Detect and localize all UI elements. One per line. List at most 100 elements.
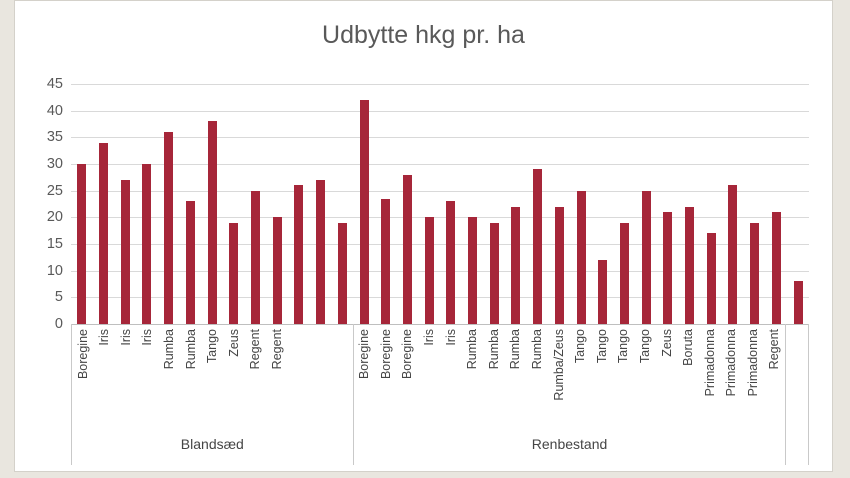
bar	[619, 222, 629, 324]
category-label: Primadonna	[724, 329, 739, 397]
bar-group	[353, 84, 787, 324]
category-label-slot: Rumba	[505, 324, 527, 428]
group-label	[786, 428, 808, 465]
category-label-slot: Regent	[245, 324, 267, 428]
category-labels-row	[786, 324, 808, 428]
category-label: Tango	[205, 329, 220, 364]
bar-slot	[549, 84, 571, 324]
category-label-slot: Rumba	[180, 324, 202, 428]
x-axis-category-area: Boregine Iris Iris Iris Rumba Rumba Tango Zeus R…	[71, 324, 809, 465]
bar-slot	[114, 84, 136, 324]
category-label-slot: Tango	[634, 324, 656, 428]
category-label-slot: Primadonna	[742, 324, 764, 428]
category-label: Rumba	[465, 329, 480, 370]
category-label: Boregine	[357, 329, 372, 380]
category-label-slot: Iris	[440, 324, 462, 428]
y-axis-tick-label: 15	[46, 236, 63, 252]
y-axis-tick-label: 45	[46, 76, 63, 92]
gridline	[71, 297, 809, 299]
bar	[142, 164, 152, 324]
bar	[446, 201, 456, 324]
category-label-slot: Boregine	[375, 324, 397, 428]
category-label: Tango	[616, 329, 631, 364]
bar	[728, 185, 738, 324]
category-group: Boregine Boregine Boregine Iris Iris Rumba Rum…	[354, 324, 787, 465]
bar-slot	[787, 84, 809, 324]
category-labels-row: Boregine Boregine Boregine Iris Iris Rumba Rum…	[354, 324, 786, 428]
bar-slot	[570, 84, 592, 324]
y-axis-tick-label: 35	[46, 129, 63, 146]
category-label-slot: Iris	[94, 324, 116, 428]
chart-window[interactable]: Udbytte hkg pr. ha 45 40 35 30 25 20 15 10 5 0 Bo…	[14, 0, 833, 472]
bar-slot	[93, 84, 115, 324]
bar	[272, 217, 282, 324]
category-label: Regent	[767, 329, 782, 370]
y-axis-tick-label: 40	[46, 102, 63, 119]
category-label-slot: Zeus	[223, 324, 245, 428]
category-label: Iris	[140, 329, 155, 346]
category-label: Boregine	[75, 329, 90, 380]
bar-slot	[353, 84, 375, 324]
bar-slot	[505, 84, 527, 324]
category-label-slot	[786, 324, 808, 428]
category-label-slot: Iris	[137, 324, 159, 428]
bar-group	[787, 84, 809, 324]
gridline	[71, 110, 809, 112]
category-label: Iris	[421, 329, 436, 346]
bar	[185, 201, 195, 324]
bar	[554, 206, 564, 324]
category-label-slot: Iris	[115, 324, 137, 428]
category-label-slot: Rumba	[483, 324, 505, 428]
category-label-slot: Regent	[266, 324, 288, 428]
category-label: Boregine	[400, 329, 415, 380]
bar-slot	[700, 84, 722, 324]
bar	[641, 190, 651, 324]
bar	[750, 222, 760, 324]
bar-slot	[245, 84, 267, 324]
bar	[316, 180, 326, 324]
category-label: Rumba	[508, 329, 523, 370]
category-label: Iris	[443, 329, 458, 346]
bar-slot	[462, 84, 484, 324]
bar	[598, 260, 608, 324]
bar	[706, 233, 716, 324]
category-label: Rumba	[183, 329, 198, 370]
gridline	[71, 217, 809, 219]
bar	[663, 212, 673, 324]
category-label: Primadonna	[702, 329, 717, 397]
bar-slot	[158, 84, 180, 324]
category-label-slot: Boregine	[397, 324, 419, 428]
category-label: Regent	[269, 329, 284, 370]
category-label-slot: Tango	[202, 324, 224, 428]
bar-slot	[266, 84, 288, 324]
y-axis-tick-label: 10	[46, 262, 63, 279]
category-label-slot: Boregine	[354, 324, 376, 428]
bar-slot	[766, 84, 788, 324]
category-label-slot	[288, 324, 310, 428]
bar-group	[71, 84, 353, 324]
category-label-slot: Boregine	[72, 324, 94, 428]
category-group: Boregine Iris Iris Iris Rumba Rumba Tango Zeus R…	[71, 324, 354, 465]
gridline	[71, 270, 809, 272]
category-label-slot: Zeus	[656, 324, 678, 428]
category-label-slot: Tango	[591, 324, 613, 428]
bar	[77, 164, 87, 324]
bars-layer	[71, 84, 809, 324]
bar-slot	[679, 84, 701, 324]
chart-title: Udbytte hkg pr. ha	[322, 21, 525, 49]
bar-slot	[744, 84, 766, 324]
bar-slot	[136, 84, 158, 324]
category-group	[786, 324, 809, 465]
bar	[294, 185, 304, 324]
bar	[511, 206, 521, 324]
y-axis-tick-label: 5	[54, 289, 63, 306]
category-label-slot	[331, 324, 353, 428]
category-label: Tango	[573, 329, 588, 364]
group-label: Renbestand	[531, 435, 608, 452]
category-label: Rumba	[529, 329, 544, 370]
bar-slot	[440, 84, 462, 324]
category-label: Zeus	[226, 329, 241, 357]
category-label-slot: Rumba/Zeus	[548, 324, 570, 428]
y-axis-tick-label: 30	[46, 156, 63, 172]
category-label-slot: Rumba	[158, 324, 180, 428]
